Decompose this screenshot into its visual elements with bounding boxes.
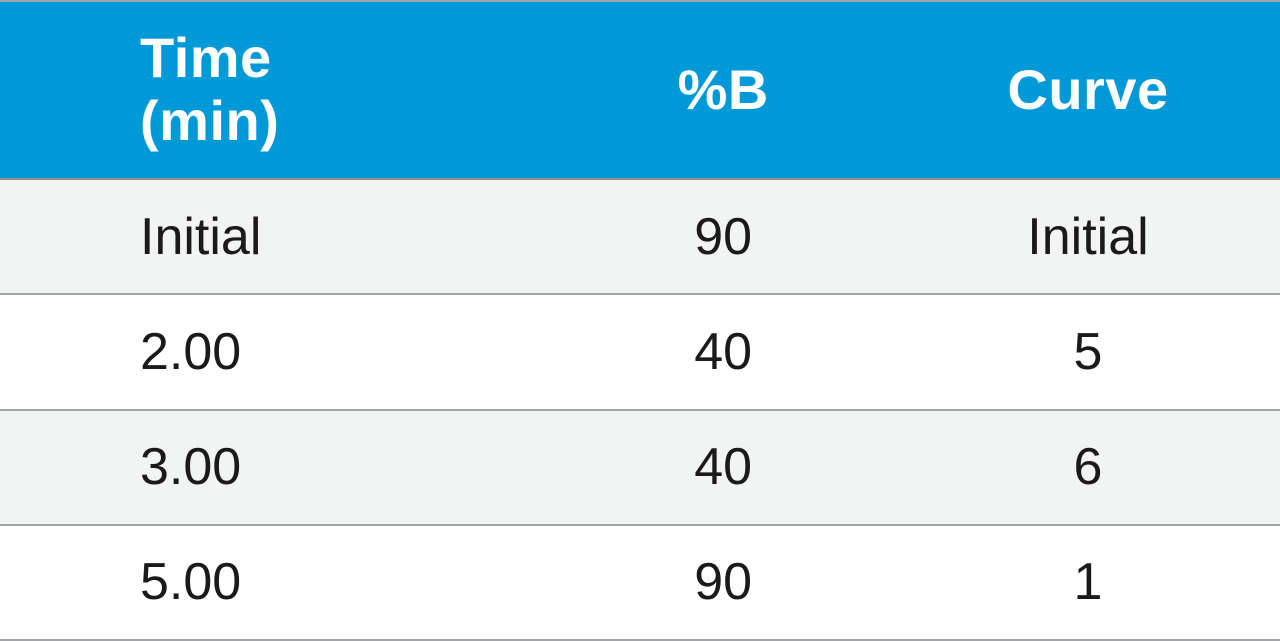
col-header-pctb: %B <box>550 1 896 179</box>
col-header-time-line1: Time <box>140 27 550 90</box>
cell-pctb: 90 <box>550 179 896 294</box>
cell-pctb: 40 <box>550 294 896 409</box>
cell-time: 2.00 <box>0 294 550 409</box>
gradient-table: Time (min) %B Curve Initial 90 Initial 2… <box>0 0 1280 641</box>
table-header-row: Time (min) %B Curve <box>0 1 1280 179</box>
col-header-curve: Curve <box>896 1 1280 179</box>
cell-time: Initial <box>0 179 550 294</box>
cell-curve: Initial <box>896 179 1280 294</box>
table-row: Initial 90 Initial <box>0 179 1280 294</box>
table-row: 2.00 40 5 <box>0 294 1280 409</box>
cell-pctb: 40 <box>550 410 896 525</box>
col-header-curve-line1: Curve <box>896 59 1280 122</box>
cell-curve: 5 <box>896 294 1280 409</box>
col-header-pctb-line1: %B <box>550 59 896 122</box>
col-header-time: Time (min) <box>0 1 550 179</box>
table-row: 3.00 40 6 <box>0 410 1280 525</box>
cell-curve: 1 <box>896 525 1280 640</box>
cell-time: 3.00 <box>0 410 550 525</box>
table-row: 5.00 90 1 <box>0 525 1280 640</box>
cell-time: 5.00 <box>0 525 550 640</box>
col-header-time-line2: (min) <box>140 90 550 153</box>
cell-pctb: 90 <box>550 525 896 640</box>
cell-curve: 6 <box>896 410 1280 525</box>
